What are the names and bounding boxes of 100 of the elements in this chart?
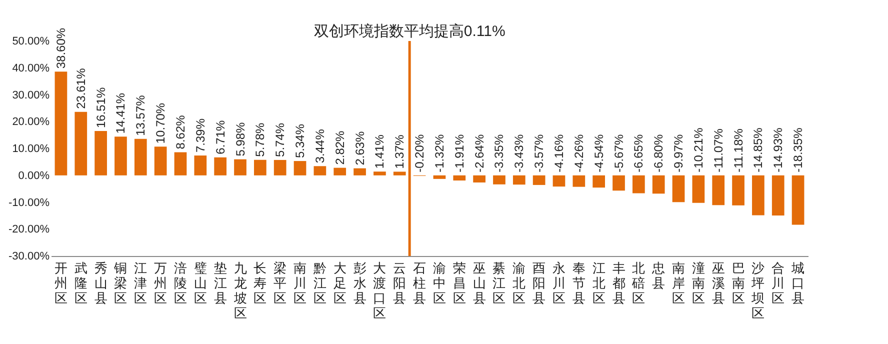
data-label: -6.80% — [652, 134, 666, 172]
x-tick-label: 南岸区 — [672, 260, 686, 306]
x-tick-label: 渝北区 — [512, 260, 526, 306]
data-label: -4.26% — [572, 134, 586, 172]
x-tick-label: 璧山区 — [194, 260, 207, 306]
bar — [752, 175, 764, 216]
data-label: 5.98% — [233, 122, 248, 156]
x-tick-label: 长寿区 — [254, 260, 267, 306]
x-tick-label: 巫山县 — [472, 260, 486, 306]
data-label: -6.65% — [632, 134, 646, 172]
x-tick-label: 开州区 — [54, 260, 68, 306]
data-label: -0.20% — [412, 134, 427, 172]
y-tick-label: 10.00% — [12, 143, 50, 155]
bar — [612, 175, 625, 191]
x-tick-label: 黔江区 — [312, 260, 326, 306]
data-label: 7.39% — [193, 118, 208, 153]
bar — [592, 175, 606, 188]
data-label: -3.35% — [492, 134, 506, 172]
data-label: -14.85% — [751, 127, 766, 172]
y-tick-label: 0.00% — [18, 170, 50, 182]
x-tick-label: 酉阳县 — [532, 260, 546, 306]
x-tick-label: 石柱县 — [413, 260, 426, 306]
data-label: 5.78% — [253, 122, 268, 157]
bar — [632, 175, 645, 194]
bar — [154, 146, 167, 176]
data-label: -2.64% — [472, 134, 486, 172]
bar — [393, 172, 406, 176]
y-tick-label: 50.00% — [12, 36, 50, 48]
bar — [194, 156, 207, 176]
bar — [552, 175, 566, 187]
bar — [453, 175, 466, 181]
data-label: -11.07% — [711, 128, 726, 172]
data-label: -4.54% — [592, 134, 606, 172]
bar — [354, 168, 366, 176]
bar — [274, 160, 286, 176]
x-tick-label: 巴南区 — [732, 260, 745, 306]
data-label: -1.32% — [432, 134, 446, 172]
x-tick-label: 渝中区 — [432, 260, 446, 306]
x-tick-label: 潼南区 — [692, 260, 705, 306]
data-label: -5.67% — [612, 134, 626, 172]
bar — [712, 175, 725, 206]
data-label: -4.16% — [552, 134, 566, 172]
x-tick-label: 秀山县 — [94, 260, 108, 306]
x-tick-label: 大足区 — [333, 260, 346, 306]
bar — [493, 175, 506, 184]
x-tick-label: 奉节县 — [572, 260, 586, 306]
data-label: 2.63% — [352, 130, 367, 166]
data-label: 1.41% — [372, 134, 387, 169]
bar — [294, 161, 306, 176]
x-tick-label: 丰都县 — [612, 260, 626, 306]
y-tick-label: 40.00% — [12, 62, 50, 74]
x-tick-label: 荣昌区 — [452, 260, 466, 306]
bar — [54, 72, 68, 176]
x-tick-label: 铜梁区 — [113, 260, 128, 306]
bar — [792, 175, 804, 225]
data-label: -3.57% — [532, 134, 546, 172]
data-label: 1.37% — [392, 134, 407, 169]
x-tick-label: 忠县 — [651, 260, 666, 290]
data-label: -14.93% — [771, 127, 786, 172]
x-tick-label: 九龙坡区 — [232, 260, 247, 320]
bar — [214, 157, 227, 176]
bar — [374, 172, 386, 176]
bar — [772, 175, 784, 216]
x-tick-label: 城口县 — [790, 260, 805, 306]
data-label: 2.82% — [332, 130, 347, 165]
x-tick-label: 梁平区 — [274, 260, 287, 306]
x-tick-label: 巫溪县 — [712, 260, 725, 306]
x-tick-label: 彭水县 — [353, 260, 366, 306]
bar — [134, 138, 147, 176]
data-label: -1.91% — [452, 134, 466, 172]
data-label: -9.97% — [672, 134, 686, 172]
x-tick-label: 北碚区 — [631, 260, 646, 306]
x-tick-label: 大渡口区 — [373, 260, 386, 320]
x-tick-label: 永川区 — [552, 260, 566, 306]
bar — [672, 175, 685, 202]
x-tick-label: 沙坪坝区 — [750, 260, 765, 320]
y-tick-label: 20.00% — [12, 116, 50, 128]
data-label: 5.34% — [293, 124, 308, 158]
data-label: 6.71% — [213, 120, 228, 154]
y-tick-label: -10.00% — [8, 196, 50, 209]
bar — [334, 168, 346, 176]
bar — [532, 175, 546, 185]
data-label: 5.74% — [273, 122, 288, 157]
x-tick-label: 武隆区 — [74, 260, 88, 306]
x-tick-label: 江津区 — [134, 260, 148, 306]
data-label: 16.51% — [94, 86, 108, 128]
data-label: -3.43% — [512, 134, 526, 172]
x-tick-label: 万州区 — [154, 260, 168, 306]
x-tick-label: 南川区 — [294, 260, 307, 306]
bar — [652, 175, 665, 194]
bar — [512, 175, 526, 185]
bar — [433, 175, 446, 179]
bar — [732, 175, 744, 206]
data-label: 13.57% — [134, 94, 148, 136]
data-label: 14.41% — [114, 92, 128, 134]
data-label: -11.18% — [731, 128, 746, 172]
ref-line-label: 双创环境指数平均提高0.11% — [314, 23, 506, 40]
bar — [314, 166, 326, 176]
data-label: -10.21% — [691, 127, 706, 172]
x-tick-label: 綦江区 — [492, 260, 506, 306]
